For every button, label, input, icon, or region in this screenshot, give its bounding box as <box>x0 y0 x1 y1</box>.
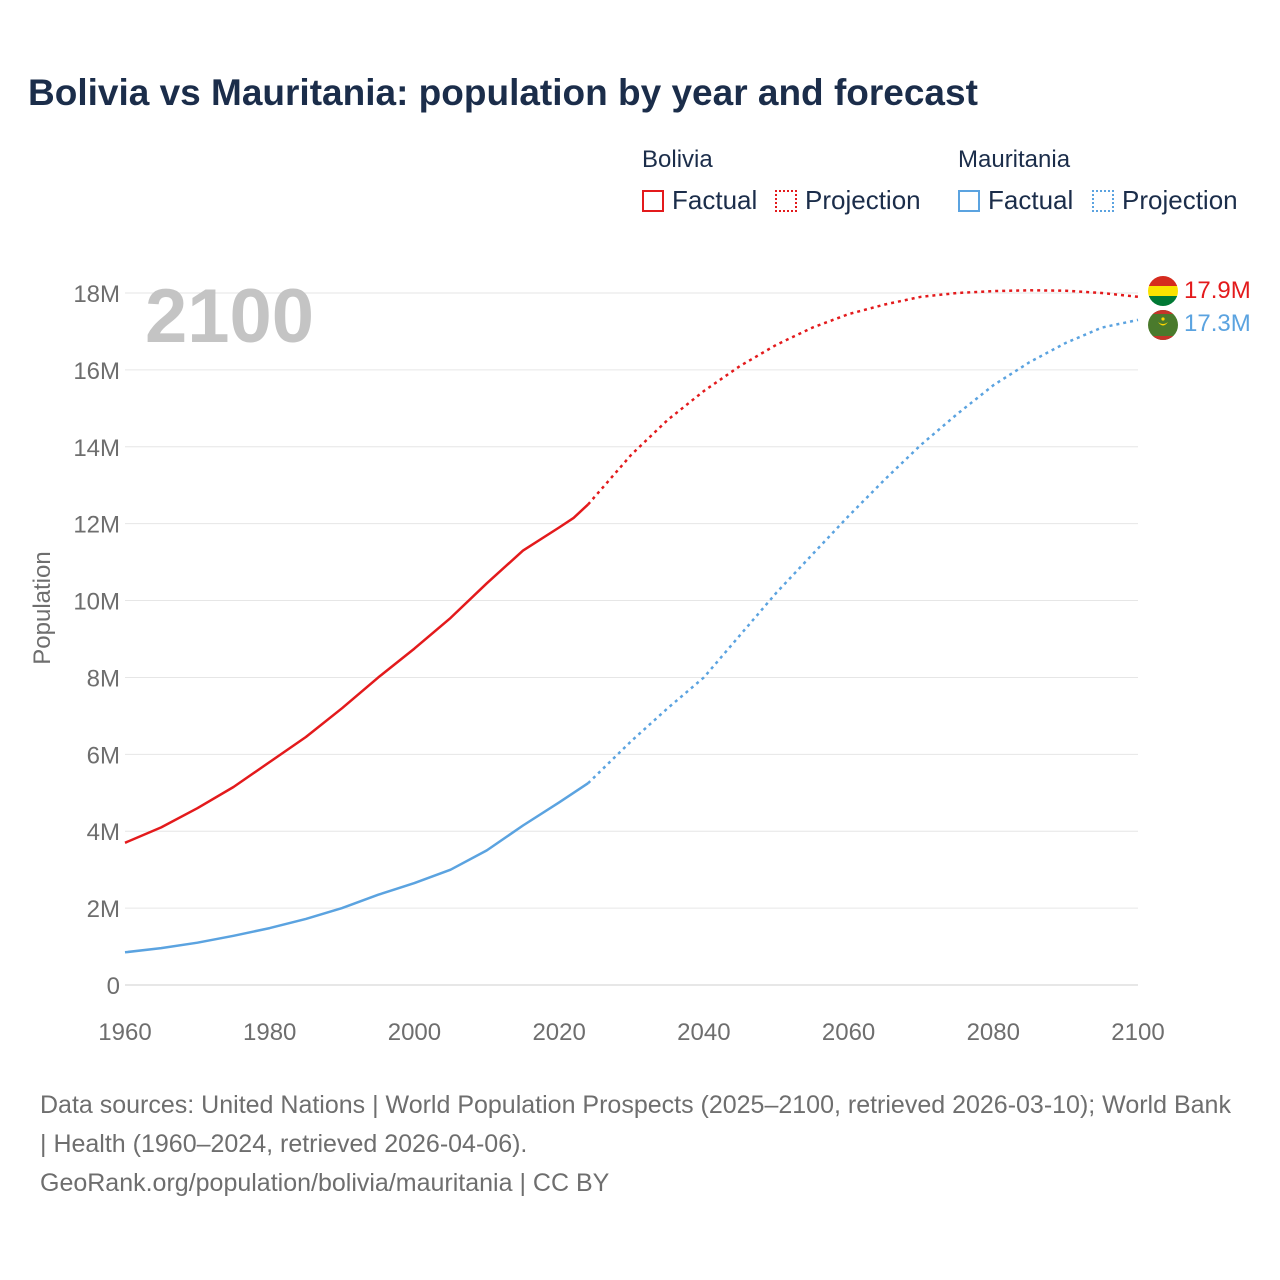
y-axis-label: Population <box>29 551 56 664</box>
x-tick-label: 2100 <box>1111 1019 1164 1046</box>
source-line: Data sources: United Nations | World Pop… <box>40 1091 1231 1158</box>
year-overlay: 2100 <box>145 274 314 359</box>
legend-swatch-solid <box>642 189 664 212</box>
x-tick-label: 2060 <box>822 1019 875 1046</box>
x-tick-label: 2000 <box>388 1019 441 1046</box>
y-tick-label: 10M <box>73 589 120 616</box>
x-tick-label: 2040 <box>677 1019 730 1046</box>
x-tick-label: 1960 <box>98 1019 151 1046</box>
legend-swatch-dotted <box>775 189 797 212</box>
legend-label: Factual <box>672 185 758 215</box>
x-tick-label: 2020 <box>532 1019 585 1046</box>
legend-label: Projection <box>805 185 921 215</box>
legend-mauritania-projection[interactable]: Projection <box>1092 185 1238 216</box>
legend-group-bolivia: Bolivia <box>642 146 713 173</box>
series-bolivia-factual-line <box>124 503 589 844</box>
chart-title: Bolivia vs Mauritania: population by yea… <box>28 72 978 113</box>
end-label-bolivia: 17.9M <box>1184 277 1251 304</box>
legend-bolivia-projection[interactable]: Projection <box>775 185 921 216</box>
bolivia-flag-icon <box>1148 276 1178 306</box>
population-line-chart: 2100 0 2M 4M 6M 8M 10M 12M 14M 16M 18M 1960 1980 20… <box>29 274 1251 1046</box>
legend-swatch-solid <box>958 189 980 212</box>
legend-label: Factual <box>988 185 1074 215</box>
legend-group-mauritania: Mauritania <box>958 146 1071 173</box>
y-tick-label: 12M <box>73 512 120 539</box>
source-note: Data sources: United Nations | World Pop… <box>40 1086 1240 1203</box>
mauritania-flag-icon <box>1148 310 1178 340</box>
y-tick-label: 0 <box>107 973 120 1000</box>
series-mauritania-projection-line <box>587 318 1139 785</box>
y-tick-label: 2M <box>87 896 120 923</box>
legend-mauritania-factual[interactable]: Factual <box>958 185 1073 216</box>
x-tick-label: 2080 <box>967 1019 1020 1046</box>
source-link[interactable]: GeoRank.org/population/bolivia/mauritani… <box>40 1169 610 1197</box>
y-tick-label: 4M <box>87 819 120 846</box>
legend-bolivia-factual[interactable]: Factual <box>642 185 757 216</box>
y-tick-label: 14M <box>73 435 120 462</box>
series-bolivia-projection-line <box>587 289 1139 506</box>
legend-label: Projection <box>1122 185 1238 215</box>
series-mauritania-factual-line <box>124 782 589 954</box>
y-tick-label: 18M <box>73 281 120 308</box>
end-label-mauritania: 17.3M <box>1184 310 1251 337</box>
legend-swatch-dotted <box>1092 189 1114 212</box>
y-tick-label: 6M <box>87 742 120 769</box>
x-tick-label: 1980 <box>243 1019 296 1046</box>
y-tick-label: 16M <box>73 358 120 385</box>
y-tick-label: 8M <box>87 665 120 692</box>
